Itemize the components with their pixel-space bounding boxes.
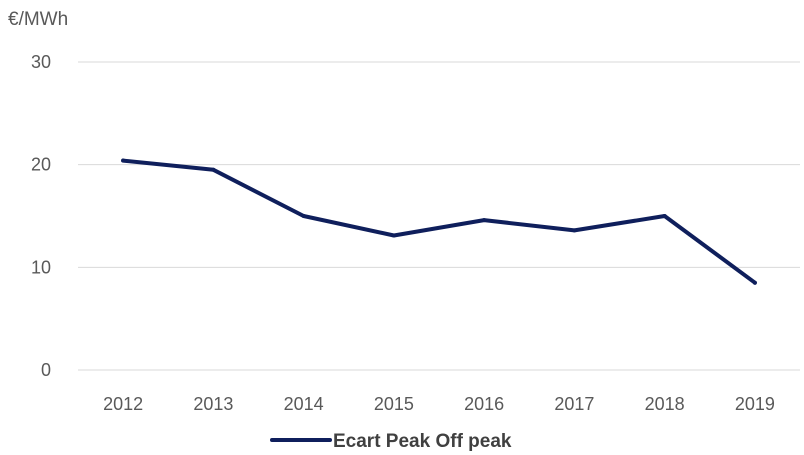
- x-tick-label: 2015: [374, 394, 414, 414]
- legend-label: Ecart Peak Off peak: [333, 431, 512, 452]
- x-tick-label: 2013: [193, 394, 233, 414]
- data-point: [301, 214, 306, 218]
- x-tick-label: 2018: [645, 394, 685, 414]
- y-tick-label: 20: [31, 155, 51, 175]
- grid-lines: [78, 61, 800, 371]
- legend: Ecart Peak Off peak: [270, 431, 512, 452]
- data-point: [211, 167, 216, 172]
- x-tick-label: 2012: [103, 394, 143, 414]
- data-point: [391, 233, 396, 238]
- data-point: [572, 228, 577, 233]
- data-point: [482, 218, 487, 223]
- y-tick-label: 0: [41, 360, 51, 380]
- x-tick-label: 2014: [284, 394, 324, 414]
- data-point: [121, 158, 126, 163]
- y-axis-label: €/MWh: [8, 9, 68, 30]
- y-tick-label: 10: [31, 257, 51, 277]
- data-point: [752, 280, 757, 285]
- x-tick-label: 2016: [464, 394, 504, 414]
- x-tick-label: 2017: [554, 394, 594, 414]
- y-tick-label: 30: [31, 52, 51, 72]
- x-tick-label: 2019: [735, 394, 775, 414]
- series-line: [121, 158, 757, 285]
- y-axis-ticks: 0 10 20 30: [31, 52, 51, 380]
- series-layer: [121, 158, 757, 285]
- data-point: [662, 214, 667, 218]
- x-axis-ticks: 2012 2013 2014 2015 2016 2017 2018 2019: [103, 394, 775, 414]
